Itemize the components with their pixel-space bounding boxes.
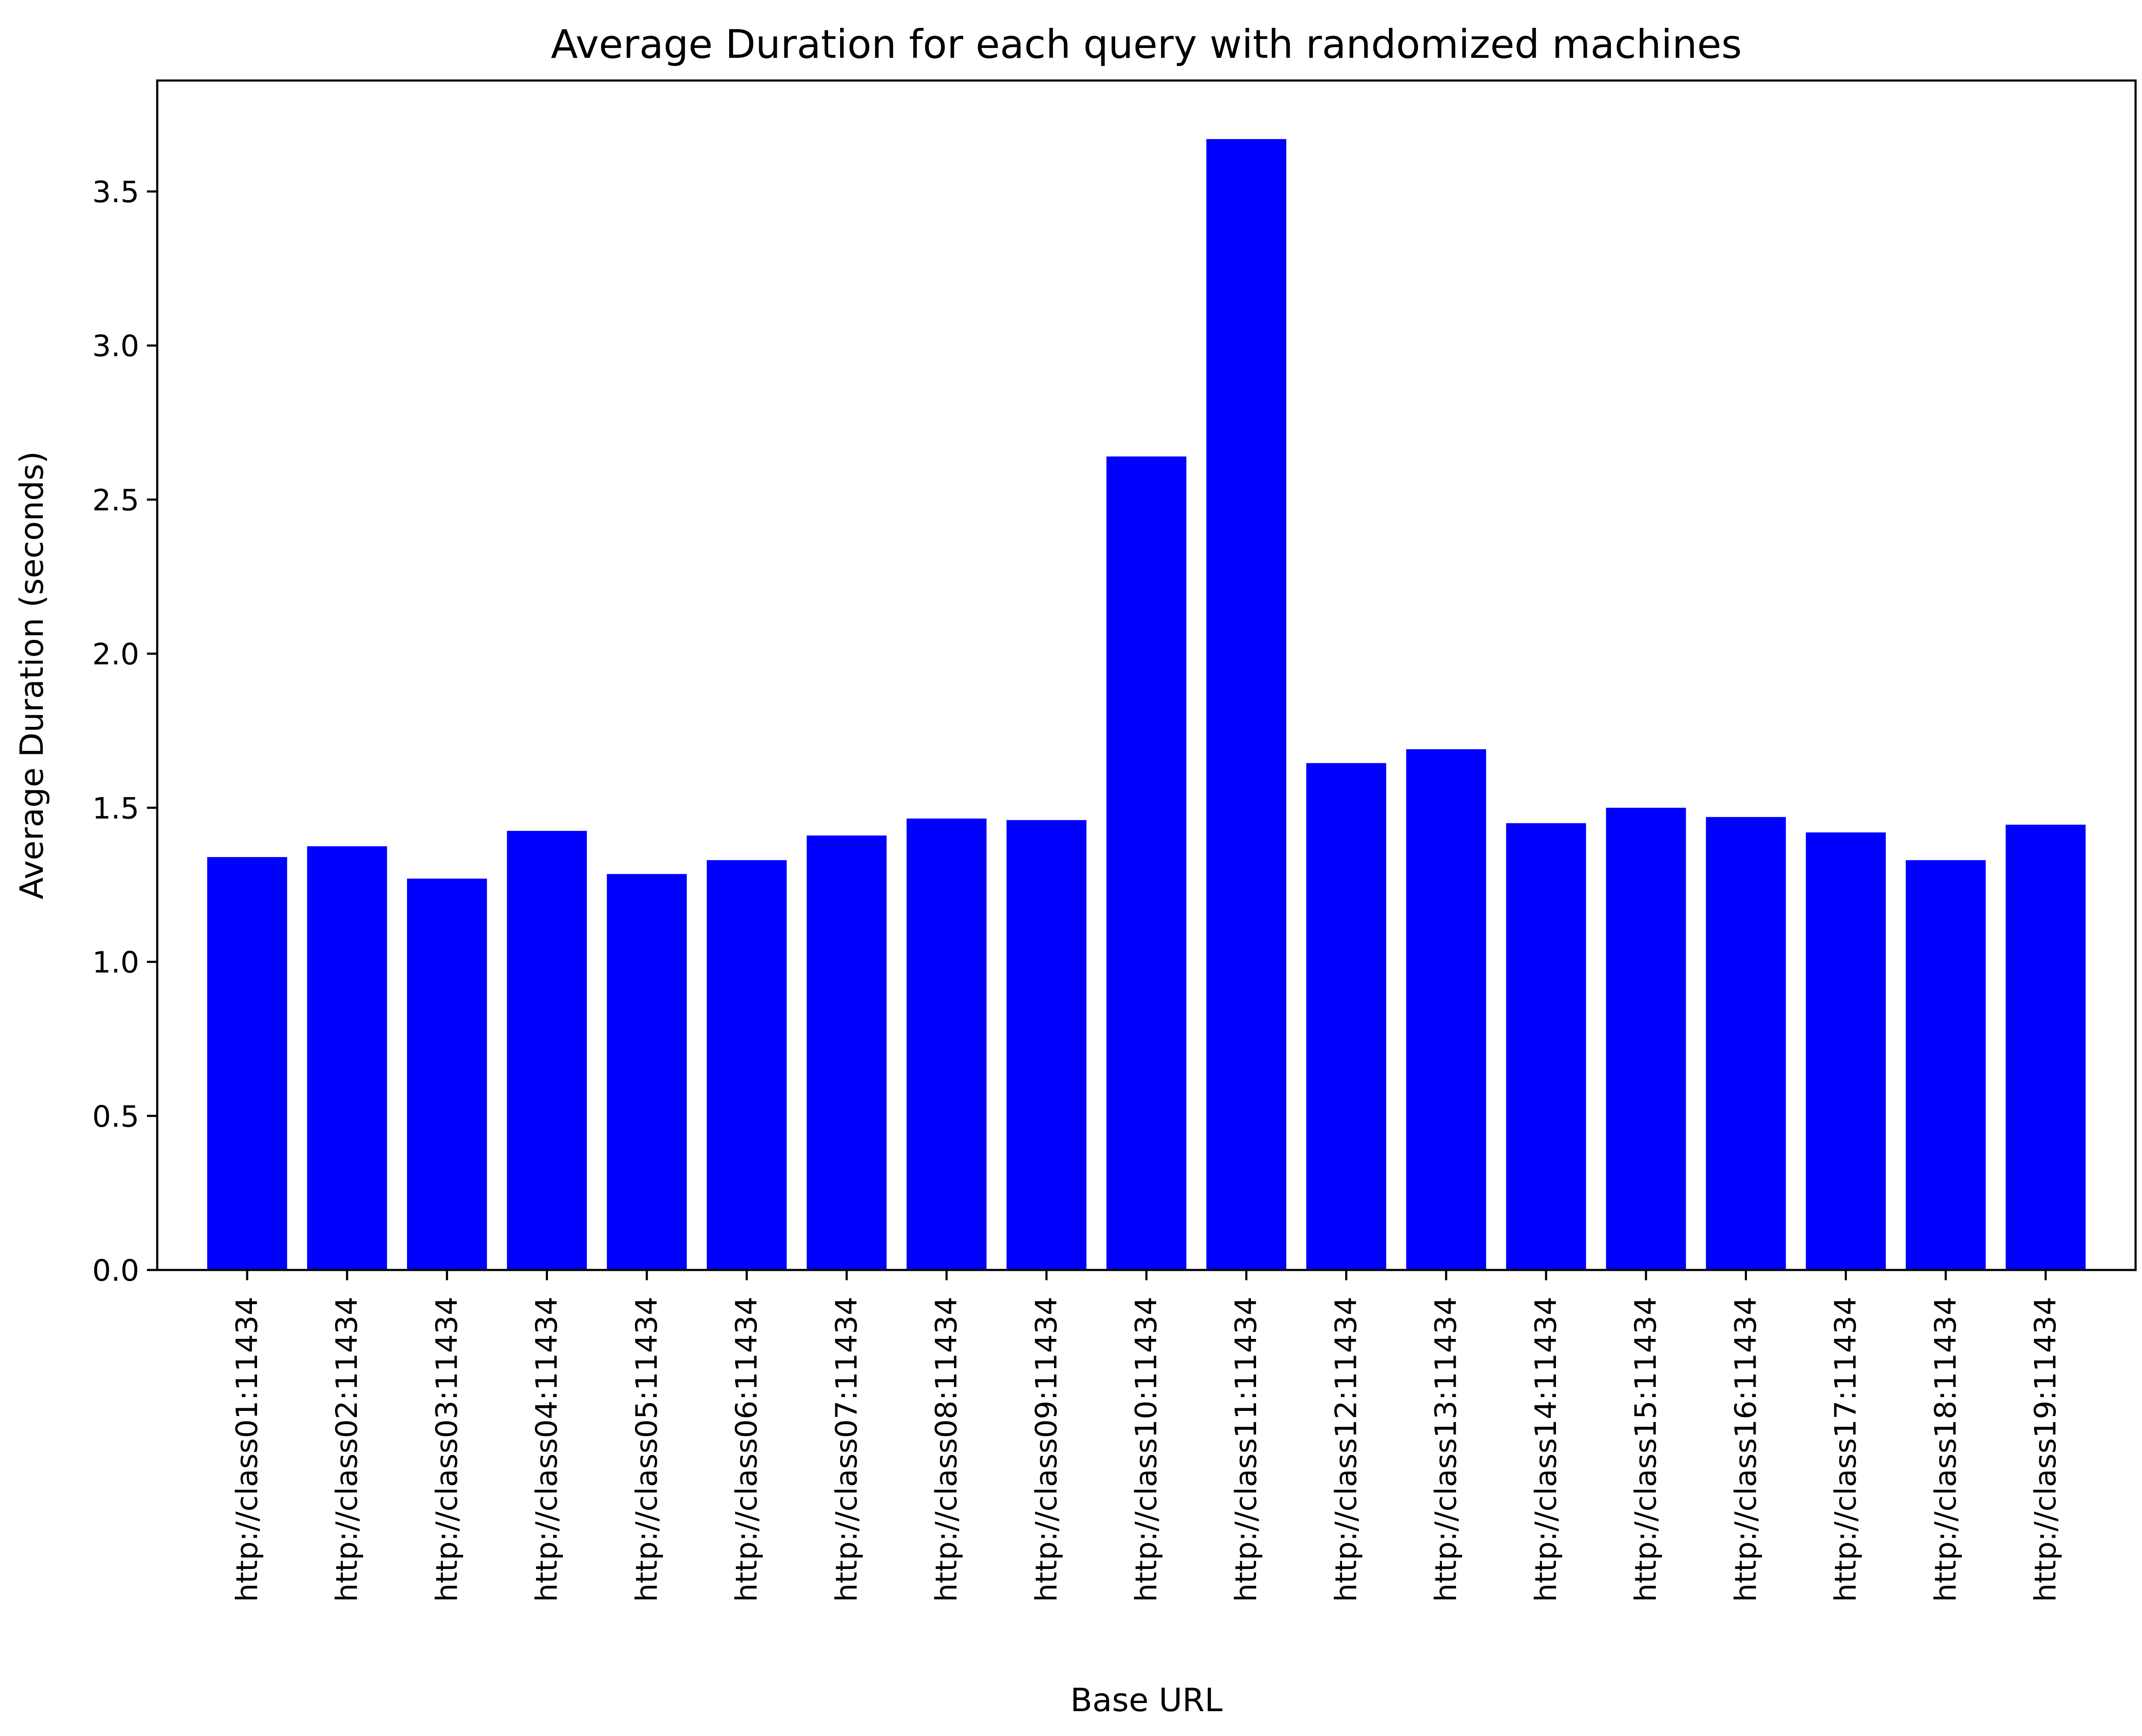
bar-08: [906, 819, 987, 1270]
x-tick-label: http://class14:11434: [1529, 1297, 1563, 1602]
bar-02: [307, 846, 387, 1270]
x-tick-label: http://class10:11434: [1129, 1297, 1164, 1602]
x-tick-label: http://class07:11434: [829, 1297, 864, 1602]
x-tick-label: http://class06:11434: [730, 1297, 764, 1602]
x-tick-label: http://class04:11434: [530, 1297, 564, 1602]
y-tick-label: 2.0: [92, 637, 139, 672]
x-tick-label: http://class09:11434: [1029, 1297, 1064, 1602]
x-tick-label: http://class19:11434: [2028, 1297, 2063, 1602]
y-tick-label: 1.5: [92, 792, 139, 826]
bar-15: [1606, 807, 1686, 1270]
y-tick-label: 0.5: [92, 1100, 139, 1134]
bar-14: [1506, 823, 1586, 1270]
bar-05: [607, 874, 687, 1270]
x-tick-label: http://class16:11434: [1729, 1297, 1763, 1602]
x-tick-label: http://class05:11434: [630, 1297, 664, 1602]
x-tick-label: http://class15:11434: [1629, 1297, 1663, 1602]
y-tick-label: 1.0: [92, 946, 139, 980]
x-axis-label: Base URL: [1070, 1681, 1222, 1719]
bar-13: [1406, 749, 1486, 1270]
chart-title: Average Duration for each query with ran…: [551, 21, 1742, 67]
x-tick-label: http://class18:11434: [1929, 1297, 1963, 1602]
x-tick-label: http://class02:11434: [330, 1297, 364, 1602]
bar-04: [507, 831, 587, 1270]
bar-09: [1006, 820, 1087, 1270]
bar-11: [1206, 139, 1286, 1270]
bar-18: [1906, 860, 1986, 1270]
x-tick-label: http://class03:11434: [430, 1297, 464, 1602]
x-tick-label: http://class11:11434: [1229, 1297, 1263, 1602]
bar-01: [207, 857, 287, 1270]
x-tick-label: http://class01:11434: [230, 1297, 264, 1602]
y-tick-label: 3.5: [92, 175, 139, 209]
x-tick-label: http://class17:11434: [1829, 1297, 1863, 1602]
bar-12: [1306, 763, 1386, 1270]
bar-07: [807, 835, 887, 1270]
x-axis-ticks: http://class01:11434 http://class02:11434…: [230, 1270, 2063, 1602]
bar-group: [207, 139, 2086, 1270]
y-tick-label: 2.5: [92, 483, 139, 517]
bar-16: [1706, 817, 1786, 1270]
bar-10: [1106, 456, 1187, 1270]
y-axis-label: Average Duration (seconds): [13, 451, 51, 899]
bar-17: [1806, 832, 1886, 1270]
x-tick-label: http://class08:11434: [930, 1297, 964, 1602]
y-tick-label: 3.0: [92, 329, 139, 364]
bar-19: [2005, 825, 2086, 1270]
x-tick-label: http://class13:11434: [1429, 1297, 1463, 1602]
x-tick-label: http://class12:11434: [1329, 1297, 1363, 1602]
bar-06: [706, 860, 787, 1270]
bar-03: [407, 878, 487, 1270]
y-axis-ticks: 0.0 0.5 1.0 1.5 2.0 2.5 3.0 3.5: [92, 175, 157, 1288]
y-tick-label: 0.0: [92, 1254, 139, 1288]
